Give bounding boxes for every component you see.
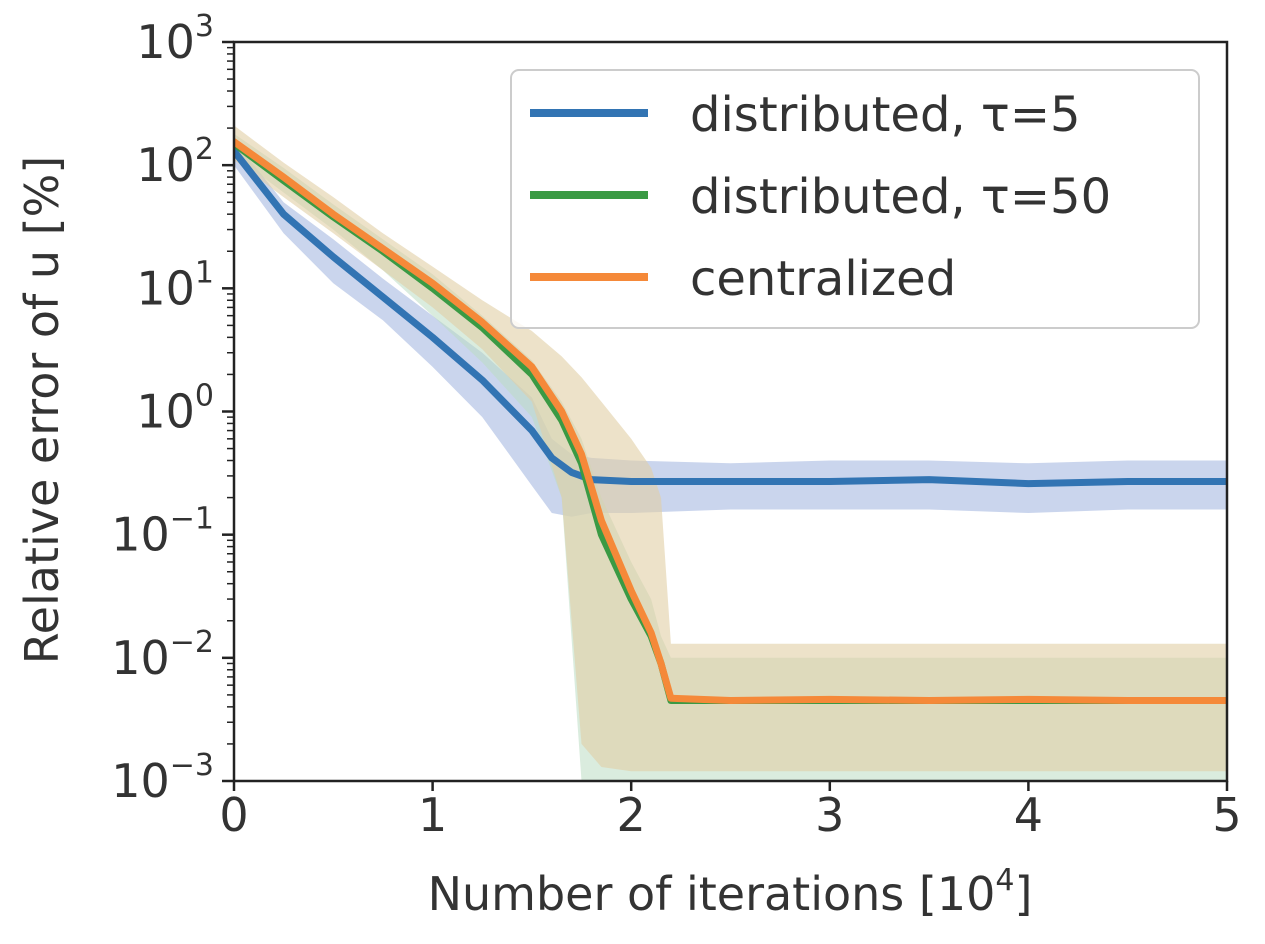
legend-box [510, 69, 1200, 329]
x-tick-label: 5 [1212, 788, 1241, 842]
x-tick-label: 0 [219, 788, 248, 842]
x-axis-label-exponent: 4 [995, 863, 1014, 898]
legend-label-distributed-tau50: distributed, τ=50 [690, 169, 1111, 225]
y-tick-label: 102 [136, 132, 214, 192]
y-tick-label: 103 [136, 9, 214, 69]
y-tick-label: 10−1 [111, 502, 214, 562]
x-axis-label-main: Number of iterations [10 [428, 867, 996, 921]
y-tick-label: 10−2 [111, 625, 214, 685]
series-lines [234, 138, 1227, 704]
x-tick-label: 4 [1014, 788, 1043, 842]
x-tick-label: 2 [617, 788, 646, 842]
x-axis-label-end: ] [1014, 867, 1032, 921]
legend-label-distributed-tau5: distributed, τ=5 [690, 87, 1081, 143]
line-centralized [234, 138, 1227, 704]
y-tick-label: 101 [136, 255, 214, 315]
y-tick-label: 10−3 [111, 748, 214, 808]
y-tick-label: 100 [136, 379, 214, 439]
x-axis-label: Number of iterations [104] [428, 863, 1033, 921]
x-axis-ticks: 0 1 2 3 4 5 [219, 781, 1242, 842]
y-axis-label: Relative error of u [%] [15, 156, 69, 664]
y-axis-ticks: 10−3 10−2 10−1 100 101 102 103 [111, 9, 234, 808]
x-tick-label: 3 [815, 788, 844, 842]
band-centralized [234, 125, 1227, 772]
legend: distributed, τ=5 distributed, τ=50 centr… [510, 69, 1200, 329]
legend-label-centralized: centralized [690, 251, 956, 307]
x-tick-label: 1 [418, 788, 447, 842]
